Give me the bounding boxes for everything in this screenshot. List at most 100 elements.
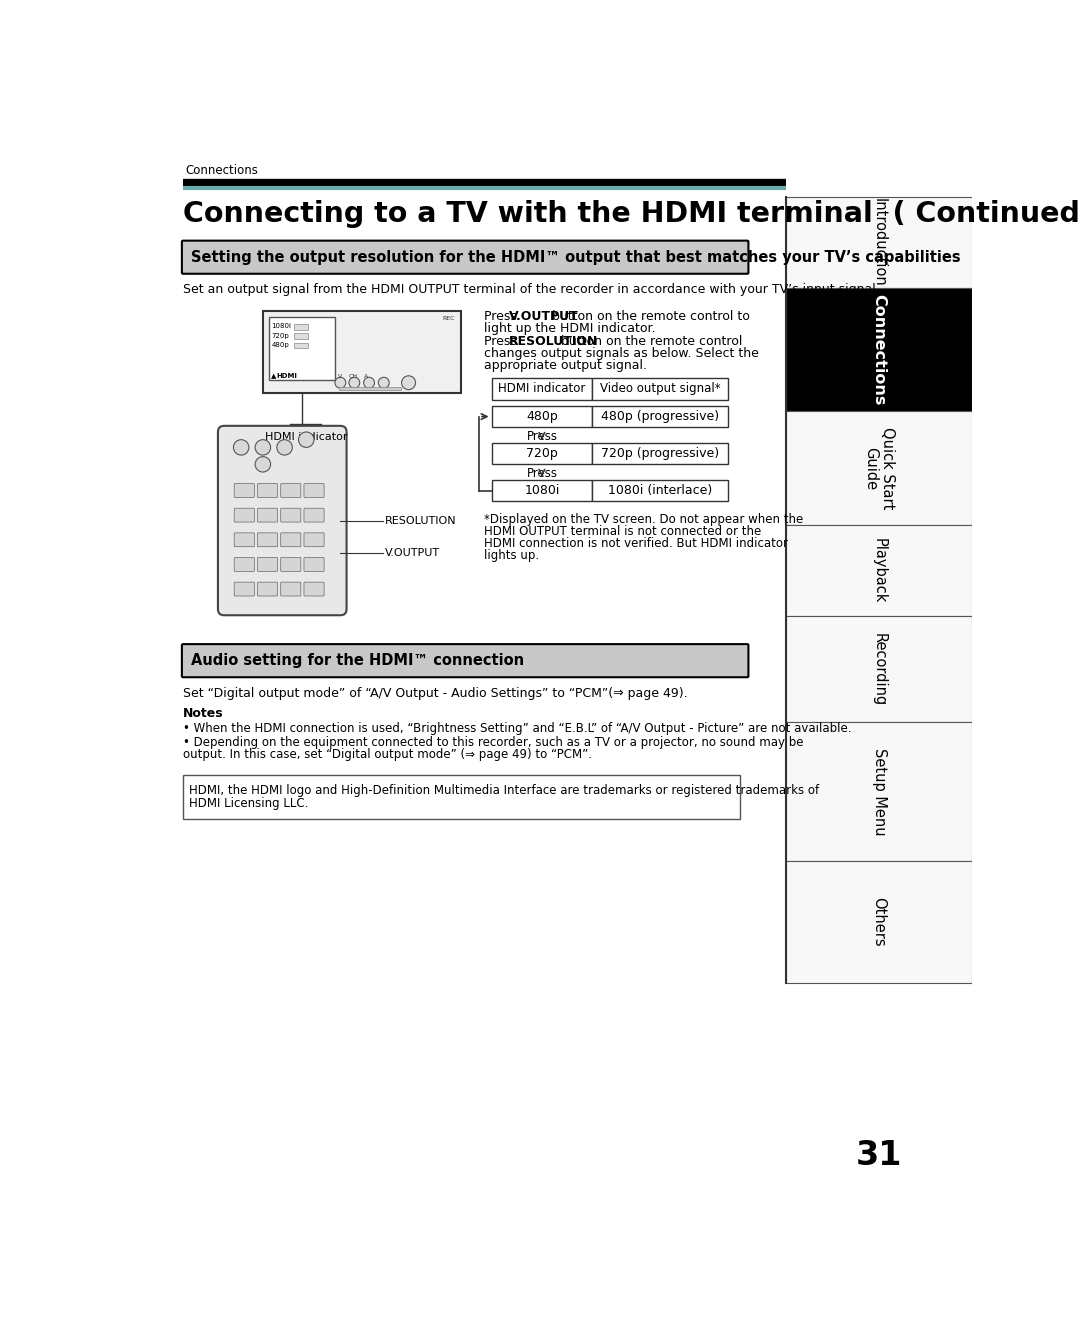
FancyBboxPatch shape [234, 533, 255, 547]
Text: RESOLUTION: RESOLUTION [510, 334, 598, 348]
Circle shape [298, 432, 314, 447]
Bar [592, 378, 728, 399]
Text: Introduction: Introduction [872, 198, 887, 287]
Bar [491, 443, 592, 464]
Text: Playback: Playback [872, 538, 887, 603]
Bar [269, 317, 335, 381]
Text: Press: Press [526, 430, 557, 443]
Text: Press: Press [526, 467, 557, 480]
FancyBboxPatch shape [181, 644, 748, 677]
Text: Press: Press [484, 334, 521, 348]
Text: 720p (progressive): 720p (progressive) [600, 447, 719, 460]
Bar [786, 288, 972, 411]
Text: 720p: 720p [526, 447, 557, 460]
Text: Recording: Recording [872, 632, 887, 706]
Text: ▲: ▲ [271, 373, 276, 379]
Text: Video output signal*: Video output signal* [599, 382, 720, 395]
FancyBboxPatch shape [257, 582, 278, 596]
Bar [294, 324, 308, 329]
Bar [786, 722, 972, 861]
Text: HDMI: HDMI [276, 373, 298, 379]
Bar [183, 775, 740, 820]
FancyBboxPatch shape [234, 484, 255, 497]
Text: 1080i: 1080i [271, 324, 292, 329]
Text: 720p: 720p [271, 333, 289, 338]
Text: V.OUTPUT: V.OUTPUT [510, 309, 579, 323]
Text: • When the HDMI connection is used, “Brightness Setting” and “E.B.L” of “A/V Out: • When the HDMI connection is used, “Bri… [183, 722, 851, 735]
Bar [294, 333, 308, 338]
Text: V.OUTPUT: V.OUTPUT [386, 547, 441, 558]
Text: 1080i: 1080i [524, 484, 559, 497]
Text: Connections: Connections [872, 293, 887, 406]
Text: Audio setting for the HDMI™ connection: Audio setting for the HDMI™ connection [191, 653, 524, 668]
FancyBboxPatch shape [257, 533, 278, 547]
Text: HDMI OUTPUT terminal is not connected or the: HDMI OUTPUT terminal is not connected or… [484, 525, 761, 538]
Text: HDMI, the HDMI logo and High-Definition Multimedia Interface are trademarks or r: HDMI, the HDMI logo and High-Definition … [189, 784, 820, 797]
Text: Set “Digital output mode” of “A/V Output - Audio Settings” to “PCM”(⇒ page 49).: Set “Digital output mode” of “A/V Output… [183, 687, 688, 701]
Bar [262, 311, 460, 394]
Text: • Depending on the equipment connected to this recorder, such as a TV or a proje: • Depending on the equipment connected t… [183, 736, 804, 748]
FancyBboxPatch shape [281, 582, 301, 596]
Circle shape [255, 456, 271, 472]
Bar [294, 342, 308, 348]
Circle shape [255, 440, 271, 455]
Circle shape [364, 377, 375, 389]
FancyBboxPatch shape [234, 582, 255, 596]
Bar [592, 443, 728, 464]
FancyBboxPatch shape [303, 558, 324, 571]
Text: changes output signals as below. Select the: changes output signals as below. Select … [484, 346, 758, 360]
FancyBboxPatch shape [303, 508, 324, 522]
Bar [786, 616, 972, 722]
FancyBboxPatch shape [257, 558, 278, 571]
Text: 480p: 480p [271, 342, 289, 348]
Bar [786, 411, 972, 525]
Bar [786, 861, 972, 982]
Bar [339, 386, 401, 390]
Text: REC: REC [443, 316, 455, 321]
Text: HDMI connection is not verified. But HDMI indicator: HDMI connection is not verified. But HDM… [484, 537, 787, 550]
Circle shape [276, 440, 293, 455]
Text: V: V [338, 374, 342, 379]
Text: *Displayed on the TV screen. Do not appear when the: *Displayed on the TV screen. Do not appe… [484, 513, 804, 526]
FancyBboxPatch shape [303, 582, 324, 596]
Bar [491, 406, 592, 427]
Text: Notes: Notes [183, 706, 224, 719]
Text: RESOLUTION: RESOLUTION [386, 516, 457, 526]
Bar [592, 406, 728, 427]
Text: 31: 31 [855, 1140, 902, 1173]
FancyBboxPatch shape [234, 508, 255, 522]
FancyBboxPatch shape [281, 558, 301, 571]
Text: HDMI indicator: HDMI indicator [265, 431, 347, 442]
FancyBboxPatch shape [257, 508, 278, 522]
Circle shape [402, 375, 416, 390]
FancyBboxPatch shape [281, 508, 301, 522]
Text: Connections: Connections [186, 164, 258, 177]
Bar [491, 480, 592, 501]
Text: HDMI indicator: HDMI indicator [498, 382, 585, 395]
Text: lights up.: lights up. [484, 550, 539, 562]
Bar [786, 197, 972, 288]
Text: 1080i (interlace): 1080i (interlace) [608, 484, 712, 497]
Text: Quick Start
Guide: Quick Start Guide [863, 427, 895, 509]
Circle shape [233, 440, 248, 455]
FancyBboxPatch shape [257, 484, 278, 497]
Text: Connecting to a TV with the HDMI terminal  ( Continued ): Connecting to a TV with the HDMI termina… [183, 200, 1080, 229]
Text: Setup Menu: Setup Menu [872, 748, 887, 836]
FancyBboxPatch shape [281, 533, 301, 547]
Text: button on the remote control: button on the remote control [557, 334, 743, 348]
Text: button on the remote control to: button on the remote control to [548, 309, 750, 323]
Text: 480p (progressive): 480p (progressive) [600, 410, 719, 423]
FancyBboxPatch shape [181, 241, 748, 274]
FancyBboxPatch shape [281, 484, 301, 497]
Circle shape [349, 377, 360, 389]
Text: appropriate output signal.: appropriate output signal. [484, 360, 647, 373]
Text: A: A [364, 374, 368, 379]
Text: Setting the output resolution for the HDMI™ output that best matches your TV’s c: Setting the output resolution for the HD… [191, 250, 960, 264]
FancyBboxPatch shape [303, 484, 324, 497]
FancyBboxPatch shape [218, 426, 347, 615]
FancyBboxPatch shape [234, 558, 255, 571]
Bar [786, 525, 972, 616]
Text: Press: Press [484, 309, 521, 323]
Circle shape [378, 377, 389, 389]
Text: light up the HDMI indicator.: light up the HDMI indicator. [484, 323, 656, 336]
